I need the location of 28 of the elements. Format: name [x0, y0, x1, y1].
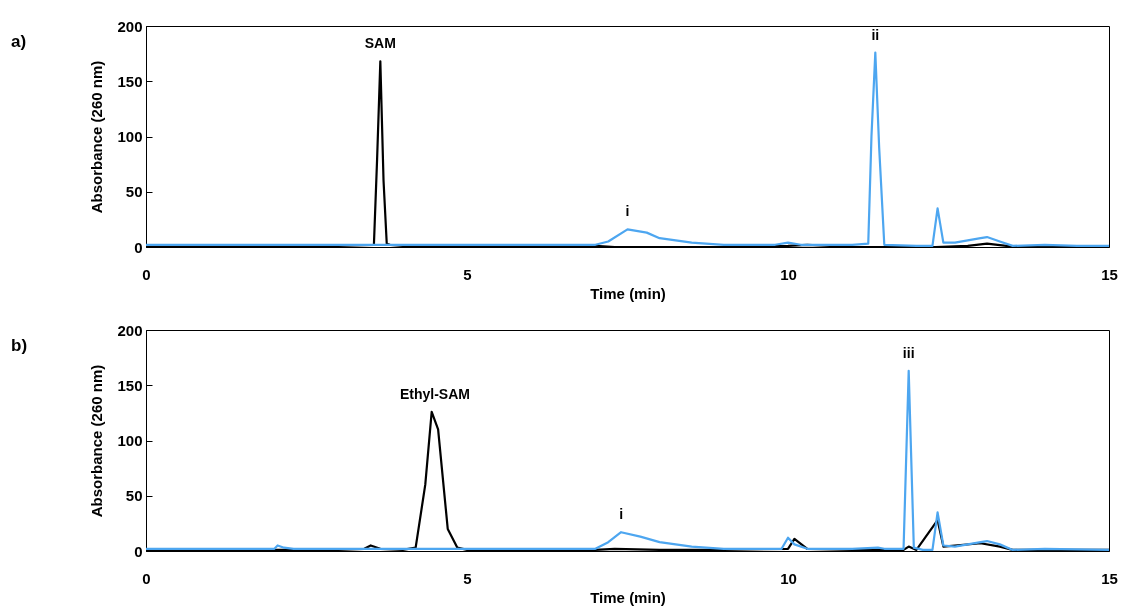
x-tick-label: 5	[463, 265, 472, 283]
x-tick-label: 15	[1101, 569, 1118, 587]
annotation: i	[625, 203, 630, 220]
y-tick-label: 50	[125, 183, 143, 201]
x-tick-label: 10	[780, 569, 797, 587]
y-tick-label: 50	[125, 487, 143, 505]
x-tick-label: 10	[780, 265, 797, 283]
text: b)	[11, 336, 28, 355]
y-tick-label: 200	[117, 321, 143, 339]
annotation: iii	[902, 344, 915, 361]
y-tick-label: 200	[117, 17, 143, 35]
y-tick-label: 0	[134, 542, 143, 560]
x-tick-label: 5	[463, 569, 472, 587]
x-tick-label: 15	[1101, 265, 1118, 283]
y-axis-title: Absorbance (260 nm)	[88, 60, 106, 214]
y-tick-label: 150	[117, 72, 143, 90]
y-tick-label: 100	[117, 432, 143, 449]
y-tick-label: 150	[117, 376, 143, 394]
text: a)	[11, 32, 27, 51]
annotation: i	[619, 506, 624, 523]
y-axis-title: Absorbance (260 nm)	[88, 364, 106, 518]
annotation: Ethyl-SAM	[399, 385, 470, 402]
annotation: SAM	[364, 35, 396, 52]
x-axis-title: Time (min)	[590, 284, 666, 302]
annotation: ii	[871, 26, 880, 43]
x-axis-title: Time (min)	[590, 588, 666, 606]
y-tick-label: 100	[117, 128, 143, 145]
y-tick-label: 0	[134, 238, 143, 256]
